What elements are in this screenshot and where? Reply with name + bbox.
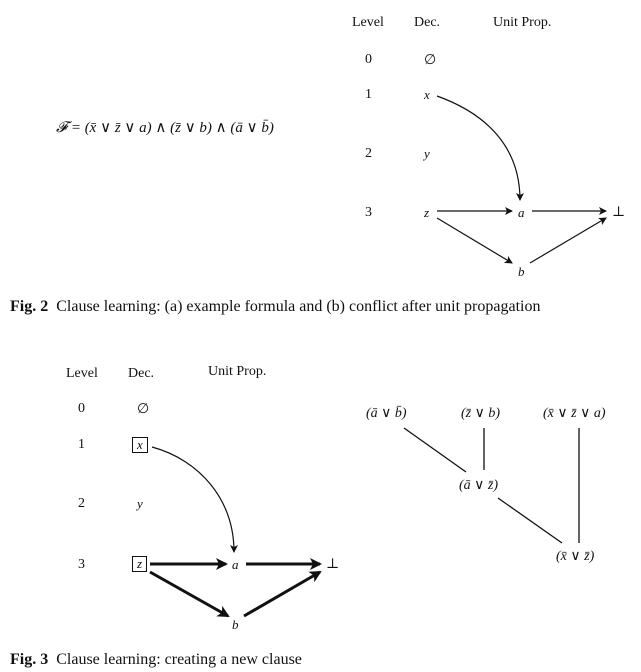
edge-z-b	[436, 217, 513, 264]
decision-y: y	[137, 496, 143, 511]
clause-not-a-or-not-b: (ā ∨ b̄)	[366, 406, 407, 421]
node-bottom: ⊥	[612, 205, 626, 220]
node-a: a	[518, 205, 525, 220]
clause-not-a-or-not-z: (ā ∨ z̄)	[459, 478, 499, 493]
header-decision: Dec.	[414, 15, 441, 30]
level-3: 3	[365, 205, 372, 220]
decision-x-boxed: x	[132, 437, 148, 453]
level-3: 3	[78, 557, 85, 572]
header-unit-prop: Unit Prop.	[493, 15, 552, 30]
node-b: b	[232, 617, 239, 632]
header-level: Level	[352, 15, 384, 30]
header-unit-prop: Unit Prop.	[208, 364, 267, 379]
level-0: 0	[78, 401, 85, 416]
level-0: 0	[365, 52, 372, 67]
decision-empty: ∅	[424, 53, 437, 68]
decision-z-boxed: z	[132, 556, 148, 572]
decision-x: x	[424, 87, 430, 102]
level-2: 2	[78, 496, 85, 511]
formula: 𝓕 = (x̄ ∨ z̄ ∨ a) ∧ (z̄ ∨ b) ∧ (ā ∨ b̄)	[56, 120, 274, 136]
decision-z: z	[424, 205, 430, 220]
res-line-c4-c5	[497, 497, 563, 544]
edge-x-a	[436, 95, 524, 201]
caption-text: Clause learning: creating a new clause	[56, 651, 302, 668]
node-bottom: ⊥	[326, 557, 340, 572]
res-line-c1-c4	[403, 427, 467, 473]
decision-empty: ∅	[137, 402, 150, 417]
edge3-x-a	[151, 446, 238, 553]
caption-label: Fig. 2	[10, 298, 49, 315]
clause-not-x-or-not-z: (x̄ ∨ z̄)	[556, 549, 595, 564]
figure-3-caption: Fig. 3 Clause learning: creating a new c…	[10, 651, 302, 669]
caption-label: Fig. 3	[10, 651, 49, 668]
figure-2-caption: Fig. 2 Clause learning: (a) example form…	[10, 298, 540, 316]
edge-b-bottom	[529, 217, 607, 264]
header-level: Level	[66, 366, 98, 381]
clause-not-x-or-not-z-or-a: (x̄ ∨ z̄ ∨ a)	[543, 406, 606, 421]
level-1: 1	[365, 87, 372, 102]
node-b: b	[518, 264, 525, 279]
edge3-b-bottom	[243, 570, 322, 618]
clause-not-z-or-b: (z̄ ∨ b)	[461, 406, 501, 421]
level-1: 1	[78, 437, 85, 452]
caption-text: Clause learning: (a) example formula and…	[56, 298, 541, 315]
node-a: a	[232, 557, 239, 572]
edge3-z-b	[149, 570, 230, 618]
decision-y: y	[424, 146, 430, 161]
level-2: 2	[365, 146, 372, 161]
header-decision: Dec.	[128, 366, 155, 381]
